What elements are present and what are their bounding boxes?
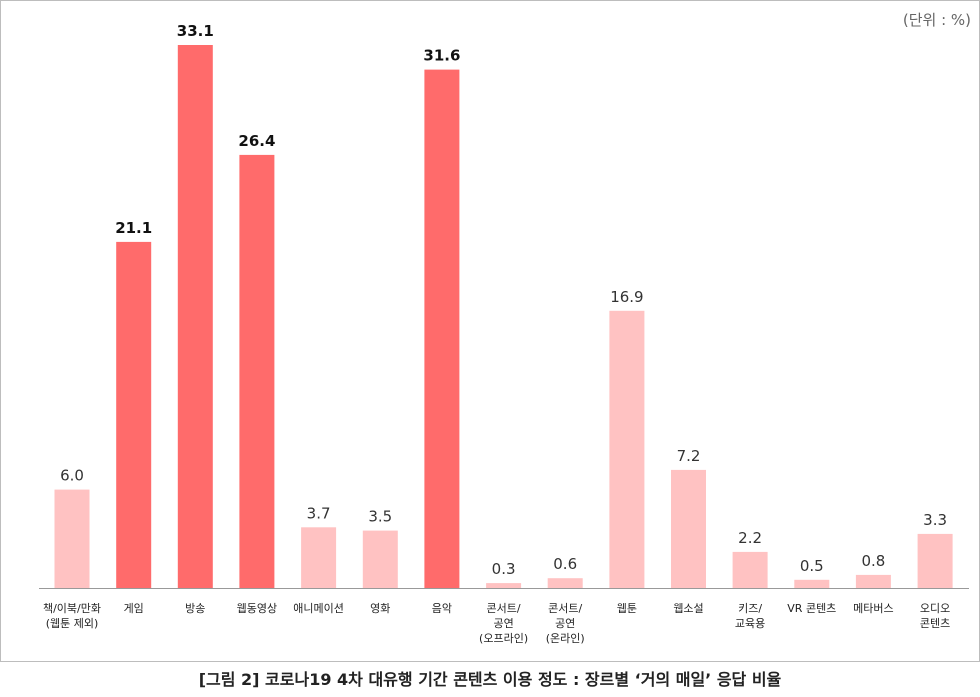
- value-label-11: 7.2: [677, 447, 701, 465]
- unit-label: (단위 : %): [902, 11, 971, 29]
- bars-group: [54, 45, 953, 589]
- bar-9: [547, 578, 583, 588]
- bar-4: [239, 154, 275, 588]
- category-label-line: 메타버스: [853, 602, 893, 615]
- bar-11: [671, 469, 706, 588]
- category-label-line: 웹소설: [673, 602, 703, 615]
- value-label-2: 21.1: [115, 219, 152, 237]
- value-label-9: 0.6: [553, 555, 577, 573]
- bar-5: [301, 527, 337, 588]
- category-label-8: 콘서트/공연 (오프라인): [479, 602, 528, 645]
- value-label-10: 16.9: [610, 288, 643, 306]
- category-label-line: 웹동영상: [237, 602, 277, 615]
- category-label-line: 오디오: [920, 602, 950, 615]
- category-label-3: 방송: [185, 602, 205, 615]
- category-label-line: 책/이북/만화: [43, 602, 101, 615]
- category-label-line: 콘서트/: [548, 602, 582, 615]
- value-label-4: 26.4: [238, 132, 275, 150]
- category-label-line: (오프라인): [479, 632, 528, 645]
- category-label-14: 메타버스: [853, 602, 893, 615]
- category-label-line: 웹툰: [617, 602, 637, 615]
- category-label-9: 콘서트/공연 (온라인): [546, 602, 585, 645]
- bar-13: [794, 579, 830, 588]
- category-labels-group: 책/이북/만화 (웹툰 제외) 게임 방송 웹동영상 애니메이션 영화 음악 콘서트/공연 (오프…: [43, 602, 950, 645]
- category-label-line: (웹툰 제외): [46, 617, 99, 630]
- bar-1: [54, 489, 90, 588]
- chart-frame: (단위 : %) 6.0 21.1 33.1 26.4 3.7 3.5 31.6 0.3 0.6…: [0, 0, 980, 662]
- figure-caption: [그림 2] 코로나19 4차 대유행 기간 콘텐츠 이용 정도 : 장르별 ‘…: [198, 670, 782, 689]
- bar-2: [116, 241, 152, 588]
- category-label-5: 애니메이션: [293, 602, 344, 615]
- value-label-14: 0.8: [861, 552, 885, 570]
- value-label-15: 3.3: [923, 511, 947, 529]
- category-label-4: 웹동영상: [237, 602, 277, 615]
- value-label-13: 0.5: [800, 557, 824, 575]
- bar-6: [362, 530, 398, 588]
- category-label-2: 게임: [124, 602, 144, 615]
- bar-8: [486, 583, 522, 588]
- value-label-3: 33.1: [177, 22, 214, 40]
- category-label-line: 콘텐츠: [920, 617, 950, 630]
- category-label-line: 키즈/: [738, 602, 762, 615]
- value-label-5: 3.7: [307, 504, 331, 522]
- bar-12: [732, 551, 768, 588]
- category-label-line: 교육용: [735, 617, 765, 630]
- bar-7: [424, 69, 460, 589]
- category-label-line: 영화: [370, 602, 390, 615]
- bar-chart: 6.0 21.1 33.1 26.4 3.7 3.5 31.6 0.3 0.6 16.9 7.2 2.…: [39, 22, 969, 645]
- category-label-13: VR 콘텐츠: [787, 602, 836, 615]
- category-label-line: 음악: [432, 602, 452, 615]
- category-label-line: 방송: [185, 602, 205, 615]
- value-labels-group: 6.0 21.1 33.1 26.4 3.7 3.5 31.6 0.3 0.6 16.9 7.2 2.…: [60, 22, 947, 578]
- category-label-line: 애니메이션: [293, 602, 344, 615]
- category-label-line: 게임: [124, 602, 144, 615]
- category-label-line: VR 콘텐츠: [787, 602, 836, 615]
- category-label-line: 공연: [493, 617, 513, 630]
- value-label-8: 0.3: [492, 560, 516, 578]
- category-label-1: 책/이북/만화 (웹툰 제외): [43, 602, 101, 630]
- bar-3: [177, 45, 213, 588]
- category-label-12: 키즈/교육용: [735, 602, 765, 630]
- category-label-line: 콘서트/: [487, 602, 521, 615]
- bar-15: [917, 533, 953, 588]
- category-label-7: 음악: [432, 602, 452, 615]
- value-label-1: 6.0: [60, 467, 84, 485]
- value-label-12: 2.2: [738, 529, 762, 547]
- category-label-6: 영화: [370, 602, 390, 615]
- category-label-line: 공연: [555, 617, 575, 630]
- bar-14: [855, 574, 891, 588]
- value-label-6: 3.5: [368, 508, 392, 526]
- bar-10: [609, 310, 645, 588]
- category-label-10: 웹툰: [617, 602, 637, 615]
- category-label-line: (온라인): [546, 632, 585, 645]
- value-label-7: 31.6: [423, 47, 460, 65]
- category-label-11: 웹소설: [673, 602, 703, 615]
